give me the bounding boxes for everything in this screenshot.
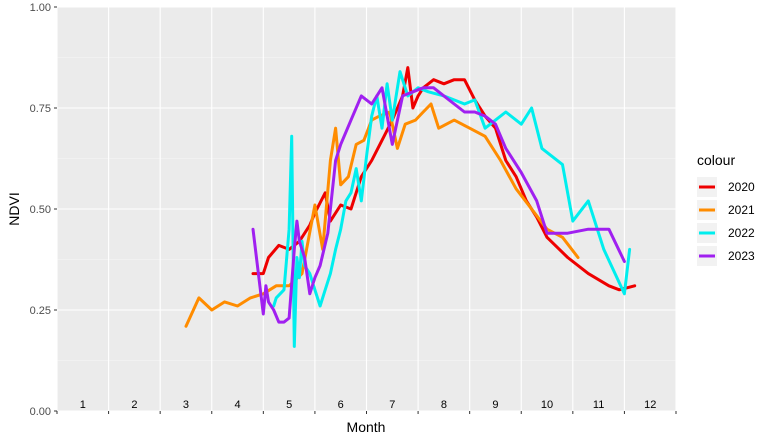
legend-label-2023: 2023 — [728, 249, 755, 263]
month-label: 11 — [593, 399, 604, 411]
month-label: 2 — [131, 399, 137, 411]
month-label: 7 — [389, 399, 395, 411]
month-label: 6 — [338, 399, 344, 411]
month-label: 3 — [183, 399, 189, 411]
series-lines — [184, 66, 637, 348]
month-label: 5 — [286, 399, 292, 411]
y-axis-title: NDVI — [6, 192, 22, 225]
legend-label-2020: 2020 — [728, 180, 755, 194]
y-tick-label: 0.25 — [30, 305, 51, 317]
month-label: 1 — [80, 399, 86, 411]
month-label: 9 — [492, 399, 498, 411]
legend-label-2021: 2021 — [728, 203, 755, 217]
series-line-2023 — [251, 86, 626, 324]
legend: colour 2020 2021 2022 2023 — [697, 152, 755, 266]
series-line-2022 — [272, 70, 632, 348]
legend-items: 2020 2021 2022 2023 — [697, 177, 755, 266]
y-tick-label: 0.50 — [30, 204, 51, 216]
axes: 0.000.250.500.751.001 2 3 4 5 6 7 8 9 10 11 12 — [30, 2, 677, 418]
y-tick-label: 0.00 — [30, 406, 51, 418]
y-tick-label: 0.75 — [30, 103, 51, 115]
x-axis-title: Month — [347, 419, 386, 435]
month-label: 8 — [441, 399, 447, 411]
month-label: 10 — [541, 399, 553, 411]
month-label: 12 — [644, 399, 656, 411]
legend-title: colour — [697, 152, 735, 168]
legend-label-2022: 2022 — [728, 226, 755, 240]
y-tick-label: 1.00 — [30, 2, 51, 14]
month-label: 4 — [234, 399, 240, 411]
